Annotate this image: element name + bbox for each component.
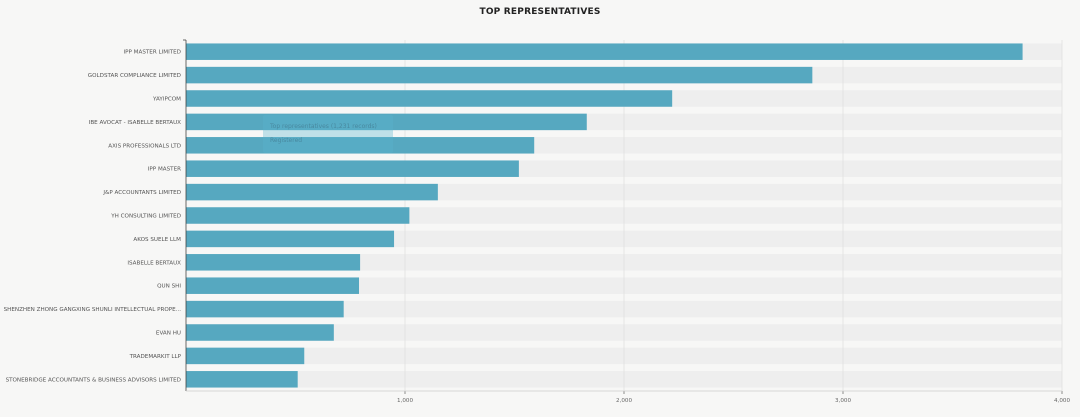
axes: [183, 39, 1063, 394]
category-label: IBE AVOCAT - ISABELLE BERTAUX: [89, 120, 181, 126]
category-label: YAYIPCOM: [152, 97, 181, 103]
bar[interactable]: [186, 66, 813, 84]
category-label: GOLDSTAR COMPLIANCE LIMITED: [88, 73, 181, 79]
tooltip-line-1: Top representatives (1,231 records): [270, 123, 377, 130]
x-tick-label: 2,000: [616, 398, 632, 404]
tooltip: Top representatives (1,231 records) Regi…: [263, 115, 393, 153]
bar[interactable]: [186, 43, 1023, 60]
bar[interactable]: [186, 324, 334, 341]
bar[interactable]: [186, 137, 535, 154]
category-label: TRADEMARKIT LLP: [129, 354, 182, 360]
category-label: STONEBRIDGE ACCOUNTANTS & BUSINESS ADVIS…: [6, 377, 181, 383]
category-label: SHENZHEN ZHONG GANGXING SHUNLI INTELLECT…: [4, 307, 182, 313]
bar[interactable]: [186, 277, 360, 294]
bar[interactable]: [186, 347, 305, 365]
x-tick-label: 3,000: [835, 398, 851, 404]
x-tick-labels: 1,000 2,000 3,000 4,000: [397, 398, 1070, 404]
category-label: QUN SHI: [157, 284, 181, 290]
bar[interactable]: [186, 160, 519, 177]
bar[interactable]: [186, 300, 344, 318]
bar[interactable]: [186, 371, 298, 388]
category-labels: IPP MASTER LIMITED GOLDSTAR COMPLIANCE LI…: [4, 50, 182, 384]
x-tick-label: 4,000: [1054, 398, 1070, 404]
category-label: J&P ACCOUNTANTS LIMITED: [102, 190, 181, 196]
bar[interactable]: [186, 254, 361, 271]
chart-title: TOP REPRESENTATIVES: [479, 7, 601, 17]
category-label: IPP MASTER: [148, 167, 181, 173]
bars: [186, 43, 1023, 388]
category-label: IPP MASTER LIMITED: [124, 50, 182, 56]
category-label: AXIS PROFESSIONALS LTD: [108, 143, 181, 149]
category-label: AKOS SUELE LLM: [133, 237, 181, 243]
x-tick-label: 1,000: [397, 398, 413, 404]
category-label: EVAN HU: [156, 331, 181, 337]
bar[interactable]: [186, 207, 410, 224]
tooltip-line-2: Registered: [270, 137, 303, 144]
bar[interactable]: [186, 230, 395, 248]
bar[interactable]: [186, 90, 673, 107]
bar[interactable]: [186, 183, 438, 201]
bar[interactable]: [186, 113, 587, 131]
category-label: YH CONSULTING LIMITED: [110, 214, 181, 220]
category-label: ISABELLE BERTAUX: [127, 260, 181, 266]
